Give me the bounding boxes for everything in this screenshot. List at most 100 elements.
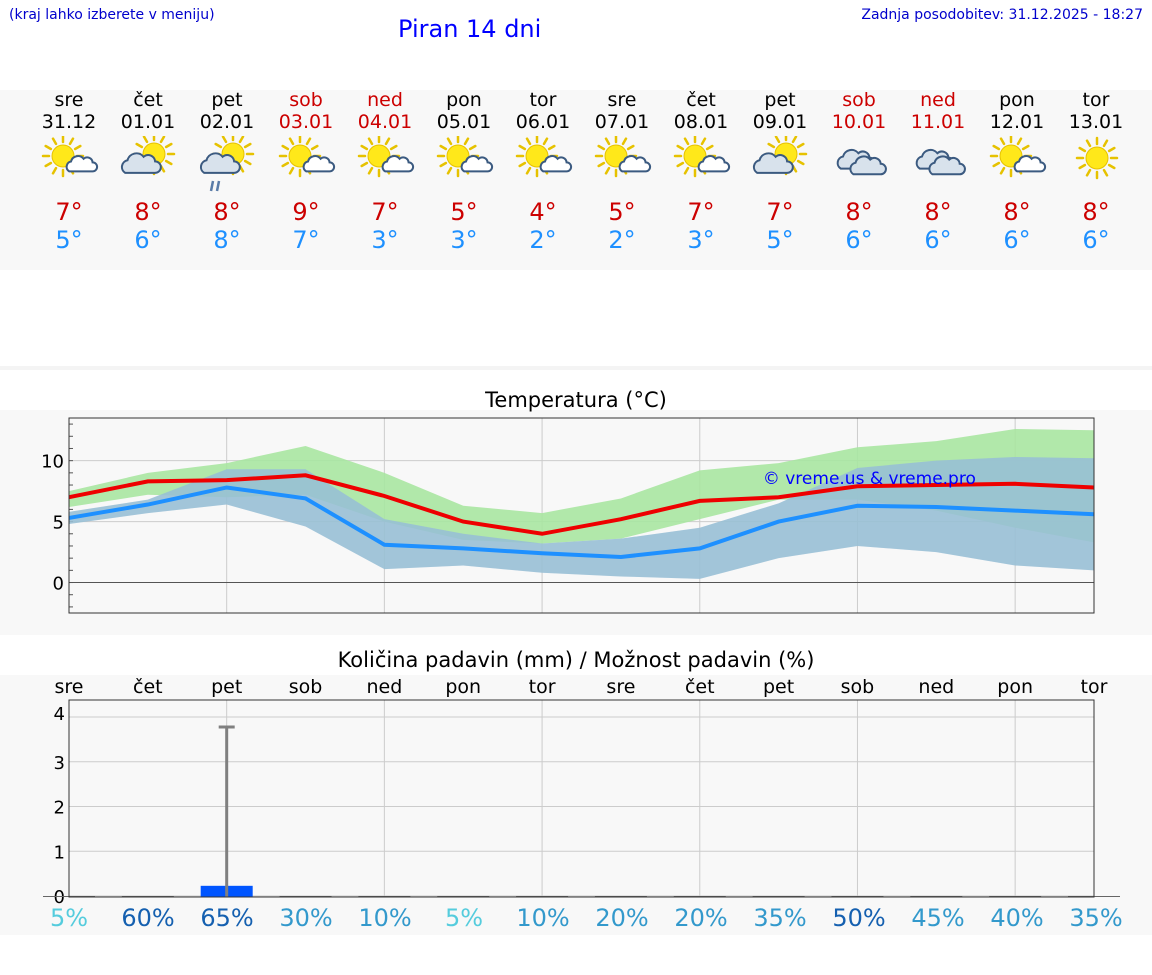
cloud-shape	[120, 152, 162, 174]
y-tick-label: 0	[53, 574, 64, 595]
day-date: 05.01	[436, 111, 492, 133]
precipitation-day-label: pet	[763, 676, 794, 698]
day-date: 09.01	[752, 111, 808, 133]
sun-shape	[1075, 136, 1118, 180]
day-name: pon	[446, 89, 482, 111]
precipitation-probability: 5%	[444, 904, 484, 932]
day-name: pet	[211, 89, 243, 111]
max-temperature: 8°	[845, 198, 873, 226]
cloud-shape	[927, 155, 966, 176]
min-temperature: 5°	[55, 226, 83, 254]
max-temperature: 7°	[55, 198, 83, 226]
cloud-shape	[539, 155, 572, 173]
precipitation-day-label: tor	[1081, 676, 1108, 698]
precipitation-chart-title: Količina padavin (mm) / Možnost padavin …	[337, 648, 815, 672]
max-temperature: 5°	[608, 198, 636, 226]
precipitation-probability: 10%	[516, 904, 570, 932]
precipitation-day-label: ned	[918, 676, 954, 698]
min-temperature: 3°	[450, 226, 478, 254]
precipitation-probability: 10%	[358, 904, 412, 932]
y-tick-label: 4	[54, 704, 65, 725]
precipitation-probability: 45%	[911, 904, 965, 932]
day-name: sob	[842, 89, 876, 111]
precipitation-probability: 65%	[200, 904, 254, 932]
max-temperature: 4°	[529, 198, 557, 226]
day-name: ned	[367, 89, 403, 111]
sun-cloud-icon	[357, 136, 414, 178]
day-name: pon	[999, 89, 1035, 111]
cloud-sun-rain-icon	[199, 136, 254, 192]
precipitation-day-label: sre	[55, 676, 84, 698]
min-temperature: 2°	[529, 226, 557, 254]
sun-icon	[1075, 136, 1118, 180]
precipitation-day-label: pet	[211, 676, 242, 698]
min-temperature: 6°	[1003, 226, 1031, 254]
max-temperature-line	[68, 473, 1095, 536]
day-date: 08.01	[673, 111, 729, 133]
cloud-shape	[1013, 155, 1046, 173]
divider	[0, 366, 1152, 370]
day-date: 11.01	[910, 111, 966, 133]
cloud-shape	[752, 152, 794, 174]
max-temperature: 9°	[292, 198, 320, 226]
cloud-shape	[65, 155, 98, 173]
clouds-icon	[836, 148, 887, 176]
min-temperature: 6°	[1082, 226, 1110, 254]
precipitation-day-label: ned	[366, 676, 402, 698]
day-name: ned	[920, 89, 956, 111]
day-date: 10.01	[831, 111, 887, 133]
y-tick-label: 10	[41, 452, 64, 473]
day-date: 04.01	[357, 111, 413, 133]
sun-cloud-icon	[278, 136, 335, 178]
cloud-shape	[381, 155, 414, 173]
sun-cloud-icon	[594, 136, 651, 178]
precipitation-probability: 30%	[279, 904, 333, 932]
day-date: 13.01	[1068, 111, 1124, 133]
cloud-shape	[618, 155, 651, 173]
min-temperature: 3°	[371, 226, 399, 254]
max-temperature: 8°	[1003, 198, 1031, 226]
max-temperature: 7°	[687, 198, 715, 226]
precipitation-day-label: tor	[529, 676, 556, 698]
sun-cloud-icon	[989, 136, 1046, 178]
min-temperature: 6°	[845, 226, 873, 254]
max-temperature: 8°	[1082, 198, 1110, 226]
day-name: pet	[764, 89, 796, 111]
cloud-shape	[848, 155, 887, 176]
max-temperature: 8°	[134, 198, 162, 226]
y-tick-label: 0	[54, 887, 65, 908]
page-title: Piran 14 dni	[398, 15, 542, 43]
day-name: tor	[529, 89, 557, 111]
day-date: 02.01	[199, 111, 255, 133]
temperature-chart: 0 5 10 © vreme.us & vreme.pro	[41, 417, 1095, 614]
precipitation-day-label: sre	[606, 676, 635, 698]
y-tick-label: 3	[54, 753, 65, 774]
min-temperature: 5°	[766, 226, 794, 254]
precipitation-probability: 20%	[595, 904, 649, 932]
precipitation-probability: 35%	[753, 904, 807, 932]
precipitation-probability: 60%	[121, 904, 175, 932]
day-date: 03.01	[278, 111, 334, 133]
day-date: 07.01	[594, 111, 650, 133]
cloud-shape	[302, 155, 335, 173]
watermark: © vreme.us & vreme.pro	[763, 469, 976, 489]
precipitation-day-label: čet	[685, 676, 715, 698]
precipitation-day-label: sob	[289, 676, 323, 698]
precipitation-day-label: sob	[841, 676, 875, 698]
day-date: 12.01	[989, 111, 1045, 133]
min-temperature: 6°	[134, 226, 162, 254]
y-tick-label: 5	[53, 513, 64, 534]
day-name: čet	[686, 89, 716, 111]
day-date: 01.01	[120, 111, 176, 133]
plot-frame	[68, 417, 1095, 614]
precipitation-day-label: čet	[133, 676, 163, 698]
cloud-shape	[199, 152, 241, 174]
precipitation-probability: 20%	[674, 904, 728, 932]
location-hint: (kraj lahko izberete v meniju)	[9, 7, 215, 23]
day-name: sre	[607, 89, 637, 111]
y-tick-label: 1	[54, 842, 65, 863]
precipitation-probability: 5%	[49, 904, 89, 932]
precipitation-chart: sre čet pet sob ned pon tor sre čet pet sob ned pon t…	[43, 676, 1120, 908]
max-temperature-range-band	[69, 428, 1094, 544]
precipitation-probability: 40%	[990, 904, 1044, 932]
